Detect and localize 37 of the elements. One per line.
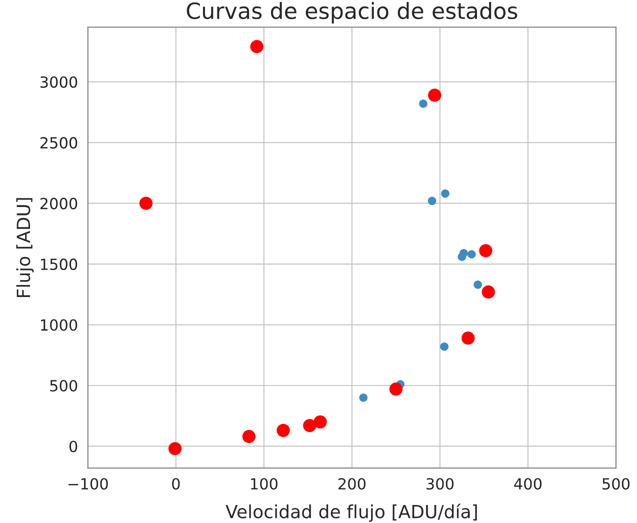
y-tick-label: 3000 xyxy=(40,76,78,88)
x-axis-title: Velocidad de flujo [ADU/día] xyxy=(226,504,477,522)
point xyxy=(276,424,290,438)
point xyxy=(303,418,316,432)
point xyxy=(467,250,476,258)
chart-title: Curvas de espacio de estados xyxy=(186,2,518,24)
x-tick-label: −100 xyxy=(68,478,108,490)
point xyxy=(482,285,495,299)
y-tick-label: 1000 xyxy=(40,319,78,331)
x-tick-label: 0 xyxy=(172,478,180,490)
y-tick-label: 2000 xyxy=(40,198,78,210)
y-tick-label: 500 xyxy=(50,380,78,392)
point xyxy=(440,342,449,351)
x-tick-label: 400 xyxy=(514,478,542,490)
x-tick-label: 200 xyxy=(338,478,366,490)
point xyxy=(242,430,256,444)
point xyxy=(428,88,442,102)
point xyxy=(314,415,327,429)
y-tick-label: 0 xyxy=(69,440,78,452)
point xyxy=(359,393,368,402)
point xyxy=(389,382,403,396)
x-tick-label: 500 xyxy=(602,478,630,490)
point xyxy=(139,196,153,210)
point xyxy=(441,189,450,198)
x-tick-label: 100 xyxy=(251,478,278,490)
point xyxy=(419,100,428,108)
x-tick-label: 300 xyxy=(426,478,454,490)
point xyxy=(250,40,264,54)
point xyxy=(428,196,436,206)
y-tick-label: 2500 xyxy=(40,137,78,149)
point xyxy=(462,332,475,345)
point xyxy=(479,244,492,258)
y-tick-label: 1500 xyxy=(40,258,78,270)
y-axis-title: Flujo [ADU] xyxy=(16,198,34,297)
point xyxy=(168,442,182,456)
point xyxy=(458,252,466,261)
point xyxy=(474,280,482,289)
